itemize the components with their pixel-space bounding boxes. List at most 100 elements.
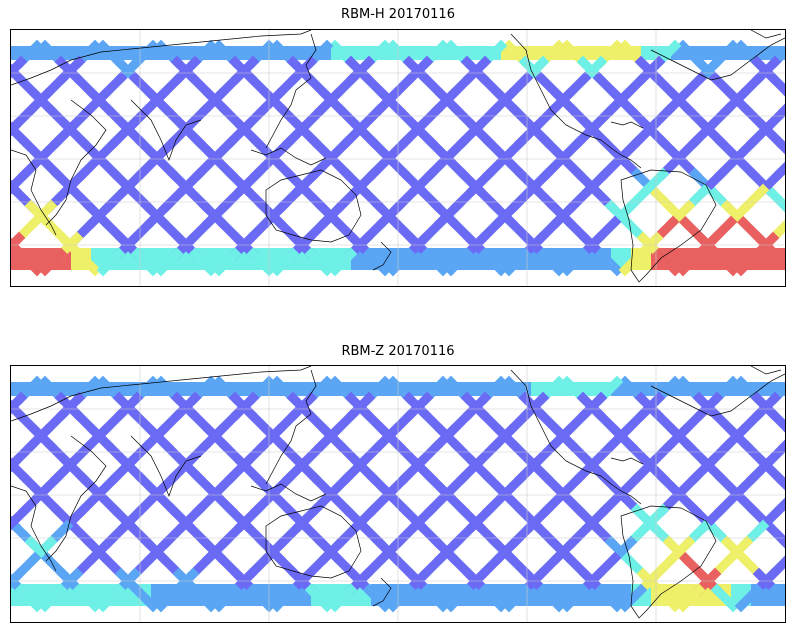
swath-segment: [594, 583, 624, 613]
swath-segment: [420, 583, 450, 613]
swath-segment: [11, 119, 22, 137]
polar-cell: [501, 46, 512, 60]
swath-segment: [270, 247, 300, 277]
polar-cell: [611, 584, 622, 606]
polar-cell: [621, 248, 632, 270]
coastline: [11, 366, 312, 422]
swath-segment: [362, 583, 392, 613]
polar-cell: [331, 248, 342, 270]
coastline: [372, 577, 392, 607]
swath-segment: [478, 583, 508, 613]
polar-cell: [501, 248, 512, 270]
coastline: [45, 435, 107, 562]
polar-cell: [301, 46, 312, 60]
polar-cell: [761, 584, 772, 606]
polar-cell: [421, 46, 432, 60]
polar-cell: [121, 382, 132, 396]
polar-cell: [121, 248, 132, 270]
polar-cell: [271, 46, 282, 60]
satellite-swaths: [11, 39, 785, 277]
swath-segment: [188, 583, 218, 613]
polar-cell: [351, 382, 362, 396]
swath-segment: [536, 247, 566, 277]
swath-segment: [96, 247, 126, 277]
swath-segment: [734, 247, 764, 277]
polar-cell: [701, 584, 712, 606]
swath-segment: [710, 247, 740, 277]
polar-cell: [731, 46, 742, 60]
swath-segment: [502, 583, 532, 613]
polar-cell: [561, 46, 572, 60]
swath-segment: [14, 247, 44, 277]
polar-cell: [531, 248, 542, 270]
polar-cell: [611, 248, 622, 270]
coastlines: [11, 366, 785, 619]
coastline: [130, 99, 202, 161]
coastline: [750, 366, 782, 375]
polar-cell: [531, 584, 542, 606]
polar-cell: [641, 382, 652, 396]
polar-cell: [711, 46, 722, 60]
polar-cell: [151, 584, 162, 606]
polar-cell: [71, 248, 82, 270]
polar-cell: [591, 248, 602, 270]
polar-cell: [441, 46, 452, 60]
polar-cell: [271, 382, 282, 396]
polar-cell: [391, 584, 402, 606]
coastline: [510, 369, 602, 477]
polar-cell: [211, 46, 222, 60]
polar-cell: [31, 248, 42, 270]
coastline: [130, 435, 202, 497]
swath-segment: [420, 247, 450, 277]
swath-segment: [766, 71, 785, 97]
polar-cell: [411, 382, 422, 396]
polar-cell: [11, 248, 22, 270]
polar-cell: [361, 382, 372, 396]
polar-cell: [151, 248, 162, 270]
polar-cell: [361, 46, 372, 60]
polar-cell: [391, 248, 402, 270]
swath-segment: [11, 391, 28, 415]
polar-cell: [441, 584, 452, 606]
polar-cell: [231, 46, 242, 60]
polar-cell: [761, 248, 772, 270]
polar-cell: [11, 46, 22, 60]
polar-cell: [481, 382, 492, 396]
coastline: [610, 121, 644, 129]
polar-cell: [241, 248, 252, 270]
polar-cell: [461, 46, 472, 60]
polar-cell: [71, 46, 82, 60]
swath-segment: [38, 583, 68, 613]
polar-cell: [351, 584, 362, 606]
polar-cell: [731, 248, 742, 270]
polar-cell: [711, 382, 722, 396]
polar-cell: [641, 248, 652, 270]
polar-cell: [231, 382, 242, 396]
polar-cell: [581, 382, 592, 396]
coastline: [265, 169, 362, 243]
polar-cell: [181, 584, 192, 606]
swath-segment: [72, 583, 102, 613]
swath-segment: [594, 247, 624, 277]
polar-cell: [701, 382, 712, 396]
polar-cell: [41, 584, 52, 606]
polar-cell: [771, 382, 782, 396]
swath-segment: [560, 583, 590, 613]
graticule: [11, 30, 785, 286]
swath-segment: [304, 247, 334, 277]
polar-cell: [411, 46, 422, 60]
polar-cell: [271, 584, 282, 606]
polar-cell: [421, 382, 432, 396]
polar-cell: [671, 46, 682, 60]
polar-cell: [381, 382, 392, 396]
swath-segment: [478, 247, 508, 277]
polar-cell: [761, 46, 772, 60]
polar-cell: [61, 382, 72, 396]
polar-cell: [411, 248, 422, 270]
coastline: [650, 373, 785, 417]
polar-cell: [751, 382, 762, 396]
coastline: [11, 149, 57, 236]
polar-cell: [301, 248, 312, 270]
swath-segment: [130, 247, 160, 277]
polar-cell: [701, 248, 712, 270]
